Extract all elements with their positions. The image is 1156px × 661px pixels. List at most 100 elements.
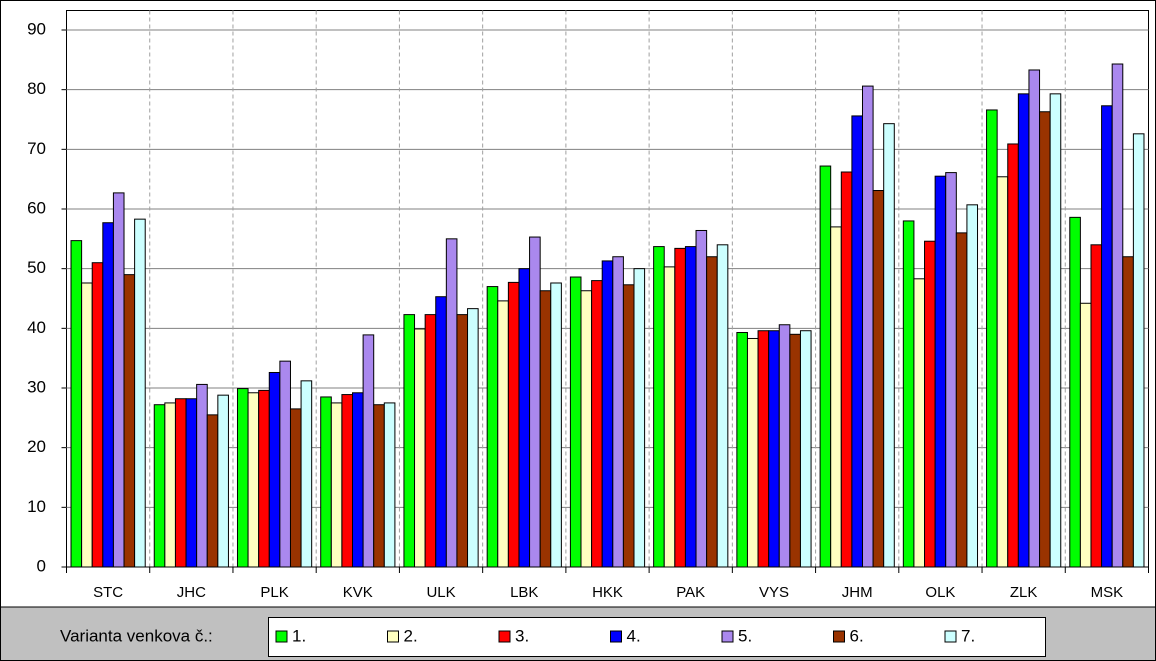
- legend-label: 2.: [404, 626, 418, 645]
- bar: [945, 172, 957, 568]
- bar: [1028, 69, 1041, 568]
- bar: [123, 274, 136, 568]
- bar: [279, 360, 291, 568]
- bar: [1017, 93, 1030, 568]
- legend-swatch: [721, 630, 734, 643]
- bar: [1132, 133, 1145, 568]
- bar: [70, 240, 83, 568]
- bar: [799, 330, 812, 568]
- x-tick-label: KVK: [343, 584, 373, 601]
- bar: [695, 229, 708, 568]
- legend-swatch: [275, 630, 288, 643]
- bar: [456, 314, 469, 568]
- bar: [1069, 216, 1081, 568]
- x-tick-label: JHM: [842, 584, 873, 601]
- bar: [320, 396, 332, 568]
- bar: [591, 280, 603, 568]
- legend-box: [268, 617, 1046, 657]
- bar: [467, 308, 479, 568]
- bar: [778, 324, 791, 568]
- bar: [289, 408, 302, 568]
- legend-swatch: [944, 630, 957, 643]
- bar: [861, 85, 874, 568]
- bar: [258, 389, 270, 568]
- y-tick-label: 60: [27, 198, 46, 217]
- bar: [580, 290, 593, 568]
- legend-title: Varianta venkova č.:: [60, 626, 213, 645]
- bar: [373, 404, 385, 568]
- bar: [851, 115, 863, 568]
- bar: [403, 314, 416, 568]
- x-tick-label: HKK: [592, 584, 623, 601]
- legend-swatch: [610, 630, 622, 643]
- bar: [247, 392, 260, 568]
- x-tick-label: VYS: [759, 584, 789, 601]
- bar: [830, 226, 842, 568]
- bar: [300, 380, 313, 568]
- x-tick-label: OLK: [925, 584, 955, 601]
- bar: [362, 334, 375, 568]
- bar: [872, 190, 885, 568]
- bar: [102, 222, 114, 568]
- bar: [383, 402, 396, 568]
- bar: [539, 290, 552, 568]
- y-tick-label: 20: [27, 437, 46, 456]
- bar: [81, 282, 93, 568]
- x-tick-label: STC: [93, 584, 123, 601]
- bar: [601, 260, 614, 568]
- bar: [112, 192, 125, 568]
- bar: [153, 404, 166, 568]
- bar: [789, 333, 801, 568]
- bar: [206, 414, 219, 568]
- bar: [934, 175, 947, 568]
- bar: [622, 284, 635, 568]
- bar: [902, 220, 915, 568]
- bar: [706, 256, 718, 568]
- bar: [414, 328, 426, 568]
- bar: [819, 165, 832, 568]
- y-tick-label: 0: [37, 556, 46, 575]
- legend-label: 5.: [738, 626, 752, 645]
- bar: [986, 109, 998, 568]
- x-tick-label: PAK: [676, 584, 705, 601]
- bar: [1090, 244, 1103, 568]
- bar: [185, 398, 198, 568]
- bar: [486, 286, 499, 568]
- bar: [1101, 105, 1113, 568]
- x-tick-label: ULK: [426, 584, 455, 601]
- bar: [1122, 256, 1134, 568]
- bar: [716, 244, 729, 568]
- bar: [996, 176, 1009, 568]
- legend-label: 1.: [292, 626, 306, 645]
- bar: [653, 246, 665, 568]
- bar: [913, 278, 926, 568]
- bar: [217, 394, 229, 568]
- x-tick-label: MSK: [1091, 584, 1124, 601]
- bar: [684, 246, 697, 568]
- bar: [840, 171, 853, 568]
- x-tick-label: ZLK: [1010, 584, 1038, 601]
- bar: [674, 247, 686, 568]
- bar: [174, 398, 187, 568]
- y-tick-label: 90: [27, 19, 46, 38]
- bar: [1111, 63, 1124, 568]
- y-tick-label: 10: [27, 497, 46, 516]
- bar: [955, 232, 968, 568]
- bar: [445, 238, 458, 568]
- legend-swatch: [833, 630, 845, 643]
- y-tick-label: 30: [27, 377, 46, 396]
- bar: [268, 371, 281, 568]
- x-tick-label: LBK: [510, 584, 538, 601]
- bar: [663, 266, 676, 568]
- bar: [966, 204, 979, 568]
- bar: [529, 236, 541, 568]
- bar: [736, 332, 748, 568]
- bar: [1049, 93, 1062, 568]
- bar: [330, 402, 343, 568]
- bar: [550, 282, 562, 568]
- legend-label: 7.: [961, 626, 975, 645]
- bar: [424, 314, 437, 568]
- bar: [91, 262, 104, 568]
- bar: [435, 296, 447, 568]
